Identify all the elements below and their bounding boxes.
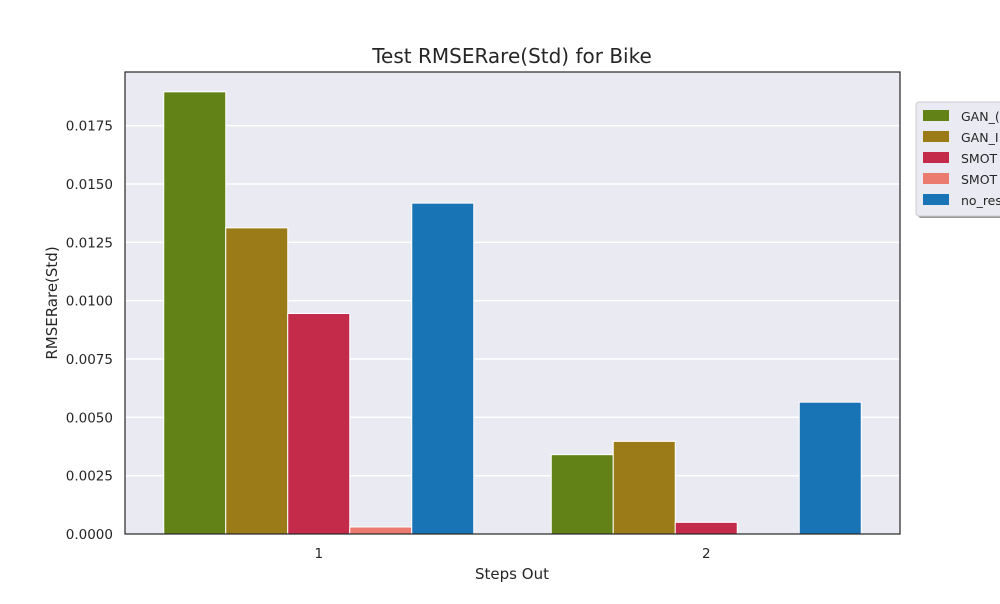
legend-label: SMOT — [961, 172, 998, 187]
bar — [411, 202, 475, 535]
y-tick-label: 0.0100 — [66, 294, 113, 310]
bar — [798, 401, 862, 535]
legend-swatch — [923, 173, 949, 184]
legend-box — [915, 101, 1000, 217]
y-ticks: 0.0000 0.0025 0.0050 0.0075 0.0100 0.0125 0.01… — [66, 119, 113, 543]
chart-title: Test RMSERare(Std) for Bike — [371, 44, 652, 68]
bar — [349, 526, 413, 535]
legend-label: GAN_I — [961, 130, 999, 145]
bar — [287, 313, 351, 535]
y-tick-label: 0.0150 — [66, 177, 113, 193]
y-tick-label: 0.0175 — [66, 119, 113, 135]
bar — [225, 227, 289, 535]
bar — [163, 91, 227, 535]
x-tick-label: 1 — [314, 546, 323, 562]
x-tick-label: 2 — [702, 546, 711, 562]
bar — [550, 454, 614, 535]
x-axis-label: Steps Out — [475, 565, 549, 583]
y-tick-label: 0.0125 — [66, 235, 113, 251]
bar — [612, 440, 676, 535]
legend: GAN_( GAN_I SMOT SMOT no_res — [915, 101, 1000, 218]
legend-swatch — [923, 152, 949, 163]
legend-label: GAN_( — [961, 109, 1000, 124]
y-tick-label: 0.0075 — [66, 352, 113, 368]
y-tick-label: 0.0050 — [66, 410, 113, 426]
legend-swatch — [923, 110, 949, 121]
y-axis-label: RMSERare(Std) — [43, 246, 61, 359]
plot-frame — [124, 71, 901, 535]
legend-label: no_res — [961, 193, 1000, 208]
bar — [674, 521, 738, 535]
y-tick-label: 0.0025 — [66, 469, 113, 485]
y-tick-label: 0.0000 — [66, 527, 113, 543]
legend-swatch — [923, 194, 949, 205]
legend-label: SMOT — [961, 151, 998, 166]
legend-swatch — [923, 131, 949, 142]
